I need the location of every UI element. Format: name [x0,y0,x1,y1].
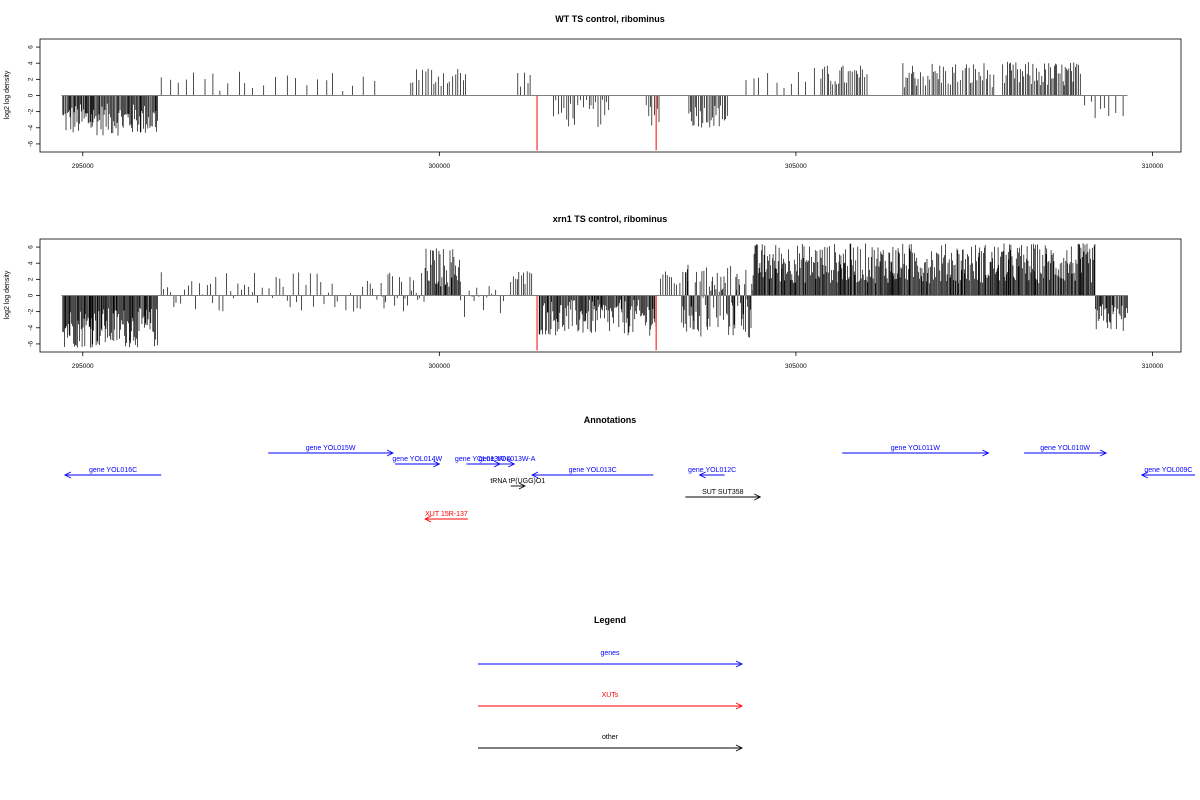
y-tick-label: -2 [28,308,35,314]
y-tick-label: -4 [28,325,35,331]
legend-item: other [478,734,744,752]
y-tick-label: 4 [28,261,35,265]
density-bars [61,243,1128,351]
x-tick-label: 300000 [428,363,450,370]
annotation-feature: SUT SUT358 [685,489,762,501]
annotation-feature: gene YOL013C [531,467,654,479]
annotation-label: gene YOL012C [688,467,736,474]
annotation-feature: XUT 15R-137 [424,511,468,523]
xrn1-density-panel: xrn1 TS control, ribominus log2 log dens… [4,214,1182,370]
annotation-arrowhead [698,471,706,479]
annotation-label: XUT 15R-137 [425,511,468,518]
annotation-arrowhead [424,515,432,523]
annotation-arrowhead [63,471,72,479]
legend-label: other [602,734,619,741]
y-tick-label: 0 [28,293,35,297]
annotation-feature: gene YOL011W [842,445,990,457]
annotation-label: gene YOL013W-A [479,456,536,463]
legend-item: genes [478,650,744,668]
y-tick-label: 6 [28,45,35,49]
annotation-label: gene YOL016C [89,467,137,474]
x-tick-label: 310000 [1142,163,1164,170]
y-tick-label: -2 [28,108,35,114]
x-tick-label: 310000 [1142,363,1164,370]
y-tick-label: 2 [28,277,35,281]
y-tick-label: -4 [28,125,35,131]
annotation-label: gene YOL014W [392,456,442,463]
annotation-feature: gene YOL009C [1140,467,1195,479]
annotation-arrowhead [1140,471,1148,479]
annotation-arrowhead [433,460,441,468]
annotation-feature: gene YOL012C [688,467,736,479]
x-tick-label: 295000 [72,363,94,370]
legend-items: genes XUTs other [478,650,744,752]
annotation-arrowhead [1099,449,1108,457]
annotation-label: SUT SUT358 [702,489,744,496]
y-tick-label: -6 [28,141,35,147]
annotation-arrowhead [508,460,516,468]
annotation-feature: gene YOL016C [63,467,162,479]
y-tick-label: 2 [28,77,35,81]
x-tick-label: 305000 [785,163,807,170]
annotation-label: gene YOL013W-A [455,456,512,463]
annotation-feature: gene YOL014W [392,456,442,468]
y-axis-label: log2 log density [4,70,11,119]
annotation-feature: gene YOL013W-A [479,456,536,468]
x-tick-label: 305000 [785,363,807,370]
annotation-items: gene YOL016C gene YOL015W gene YOL014W gene… [63,445,1195,523]
annotations-title: Annotations [584,415,637,425]
x-tick-label: 295000 [72,163,94,170]
annotation-label: gene YOL015W [306,445,356,452]
y-axis-label: log2 log density [4,270,11,319]
annotation-feature: gene YOL015W [268,445,395,457]
annotation-arrowhead [386,449,395,457]
legend-label: genes [600,650,620,657]
axes: -6 -4 -2 0 2 4 6 295000 300000 305000 310000 [28,45,1164,170]
legend-title: Legend [594,615,626,625]
legend-arrowhead [735,744,744,752]
annotation-arrowhead [754,493,762,501]
legend-item: XUTs [478,692,744,710]
annotation-label: tRNA tP(UGG)O1 [490,478,545,485]
panel-title: xrn1 TS control, ribominus [553,214,668,224]
annotation-label: gene YOL013C [569,467,617,474]
legend-label: XUTs [602,692,619,699]
x-tick-label: 300000 [428,163,450,170]
legend-arrowhead [735,702,744,710]
annotation-arrowhead [531,471,539,479]
annotation-arrowhead [518,482,526,490]
legend-arrowhead [735,660,744,668]
annotation-label: gene YOL011W [891,445,941,452]
y-tick-label: 6 [28,245,35,249]
legend: Legend genes XUTs other [478,615,744,752]
panel-title: WT TS control, ribominus [555,14,665,24]
density-bars [61,61,1128,151]
annotation-label: gene YOL010W [1040,445,1090,452]
annotation-feature: gene YOL010W [1024,445,1108,457]
annotation-arrowhead [982,449,990,457]
annotation-feature: tRNA tP(UGG)O1 [490,478,545,490]
axes: -6 -4 -2 0 2 4 6 295000 300000 305000 310000 [28,245,1164,370]
y-tick-label: 4 [28,61,35,65]
y-tick-label: -6 [28,341,35,347]
y-tick-label: 0 [28,93,35,97]
annotation-label: gene YOL009C [1144,467,1192,474]
wt-density-panel: WT TS control, ribominus log2 log densit… [4,14,1182,170]
